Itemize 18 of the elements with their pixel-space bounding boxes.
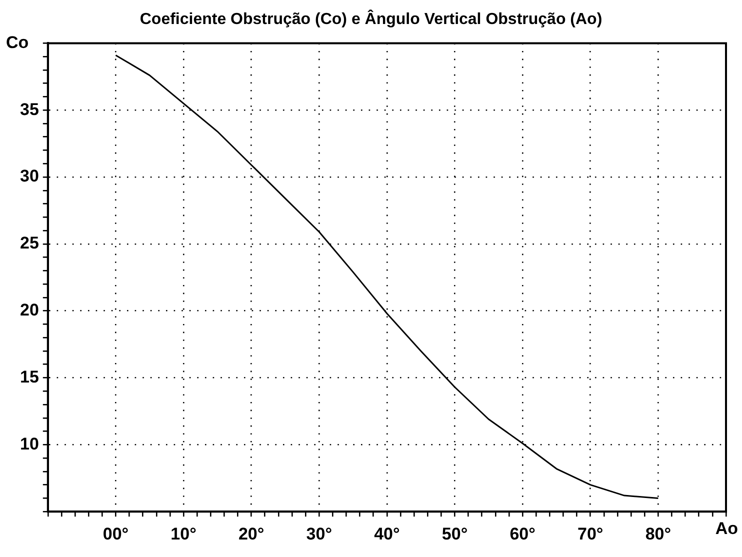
y-tick-label: 35 [20, 100, 39, 119]
y-tick-label: 25 [20, 234, 39, 253]
x-tick-label: 00° [102, 524, 129, 544]
x-tick-label: 10° [170, 524, 197, 544]
y-tick-label: 30 [20, 166, 39, 186]
y-axis-title: Co [6, 32, 29, 52]
x-tick-label: 80° [645, 524, 672, 544]
x-tick-label: 30° [306, 524, 332, 544]
y-tick-label: 20 [20, 300, 39, 320]
x-tick-label: 70° [578, 524, 604, 544]
x-tick-label: 40° [374, 524, 400, 544]
y-tick-label: 10 [20, 434, 39, 454]
x-axis-title: Ao [715, 518, 738, 538]
x-tick-label: 60° [510, 524, 536, 544]
x-tick-label: 20° [238, 524, 264, 544]
y-tick-label: 15 [20, 367, 39, 386]
chart-title: Coeficiente Obstrução (Co) e Ângulo Vertical Obstrução (Ao) [140, 9, 602, 28]
x-tick-label: 50° [442, 524, 468, 544]
